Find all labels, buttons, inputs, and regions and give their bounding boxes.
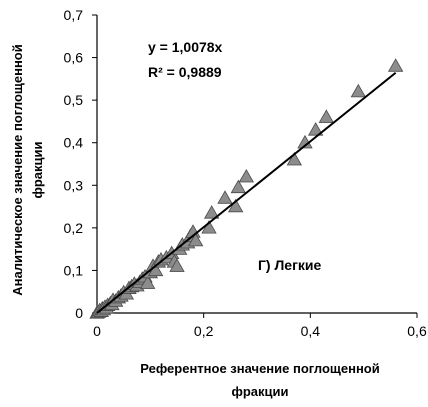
x-axis-title-line1: Референтное значение поглощенной [140, 361, 379, 376]
y-tick-label: 0,1 [64, 262, 84, 278]
data-point-triangle [217, 190, 233, 204]
y-tick-label: 0 [75, 305, 83, 321]
x-axis-title-line2: фракции [231, 384, 288, 399]
y-tick-label: 0,5 [64, 92, 84, 108]
data-point-triangle [139, 275, 156, 289]
y-tick-label: 0,7 [64, 7, 84, 23]
equation-label: y = 1,0078x [148, 39, 223, 55]
data-points [89, 58, 404, 319]
data-point-triangle [169, 258, 185, 272]
y-axis-title-line2: фракции [30, 141, 45, 198]
y-tick-label: 0,6 [64, 50, 84, 66]
data-point-triangle [387, 58, 404, 72]
data-point-triangle [227, 198, 244, 213]
y-axis-title-line1: Аналитическое значение поглощенной [10, 44, 25, 295]
trendline [96, 71, 397, 314]
data-point-triangle [286, 151, 303, 166]
data-point-triangle [203, 205, 220, 219]
x-tick-label: 0,4 [301, 323, 321, 339]
data-point-triangle [350, 83, 367, 98]
data-point-triangle [307, 122, 324, 136]
x-tick-label: 0,6 [407, 323, 427, 339]
labels: y = 1,0078x R² = 0,9889 Г) Легкие Рефере… [10, 39, 380, 399]
trendline-group [96, 71, 397, 314]
data-point-triangle [230, 179, 247, 194]
x-tick-label: 0 [93, 323, 101, 339]
r-squared-label: R² = 0,9889 [148, 64, 222, 80]
y-tick-label: 0,4 [64, 135, 84, 151]
y-tick-label: 0,3 [64, 177, 84, 193]
axes: 0 0,2 0,4 0,6 0 0,1 0,2 0,3 0,4 0,5 0,6 0,7 [64, 7, 427, 339]
data-point-triangle [318, 109, 335, 123]
data-point-triangle [238, 168, 255, 183]
y-tick-label: 0,2 [64, 220, 84, 236]
x-tick-label: 0,2 [194, 323, 214, 339]
panel-label: Г) Легкие [258, 257, 322, 273]
data-point-triangle [187, 232, 204, 247]
